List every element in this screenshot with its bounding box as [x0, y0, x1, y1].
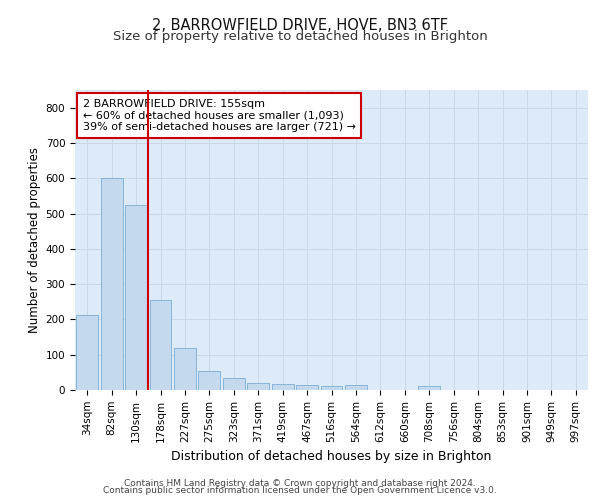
Bar — [125, 204, 147, 390]
Bar — [101, 178, 122, 390]
Text: Contains HM Land Registry data © Crown copyright and database right 2024.: Contains HM Land Registry data © Crown c… — [124, 478, 476, 488]
Bar — [174, 348, 196, 390]
Bar — [199, 370, 220, 390]
Bar — [272, 384, 293, 390]
Bar — [418, 386, 440, 390]
Bar — [223, 378, 245, 390]
Bar — [345, 386, 367, 390]
Bar — [149, 300, 172, 390]
X-axis label: Distribution of detached houses by size in Brighton: Distribution of detached houses by size … — [172, 450, 491, 463]
Text: 2 BARROWFIELD DRIVE: 155sqm
← 60% of detached houses are smaller (1,093)
39% of : 2 BARROWFIELD DRIVE: 155sqm ← 60% of det… — [83, 99, 356, 132]
Text: Size of property relative to detached houses in Brighton: Size of property relative to detached ho… — [113, 30, 487, 43]
Text: Contains public sector information licensed under the Open Government Licence v3: Contains public sector information licen… — [103, 486, 497, 495]
Y-axis label: Number of detached properties: Number of detached properties — [28, 147, 41, 333]
Text: 2, BARROWFIELD DRIVE, HOVE, BN3 6TF: 2, BARROWFIELD DRIVE, HOVE, BN3 6TF — [152, 18, 448, 32]
Bar — [247, 383, 269, 390]
Bar — [76, 315, 98, 390]
Bar — [296, 384, 318, 390]
Bar — [320, 386, 343, 390]
